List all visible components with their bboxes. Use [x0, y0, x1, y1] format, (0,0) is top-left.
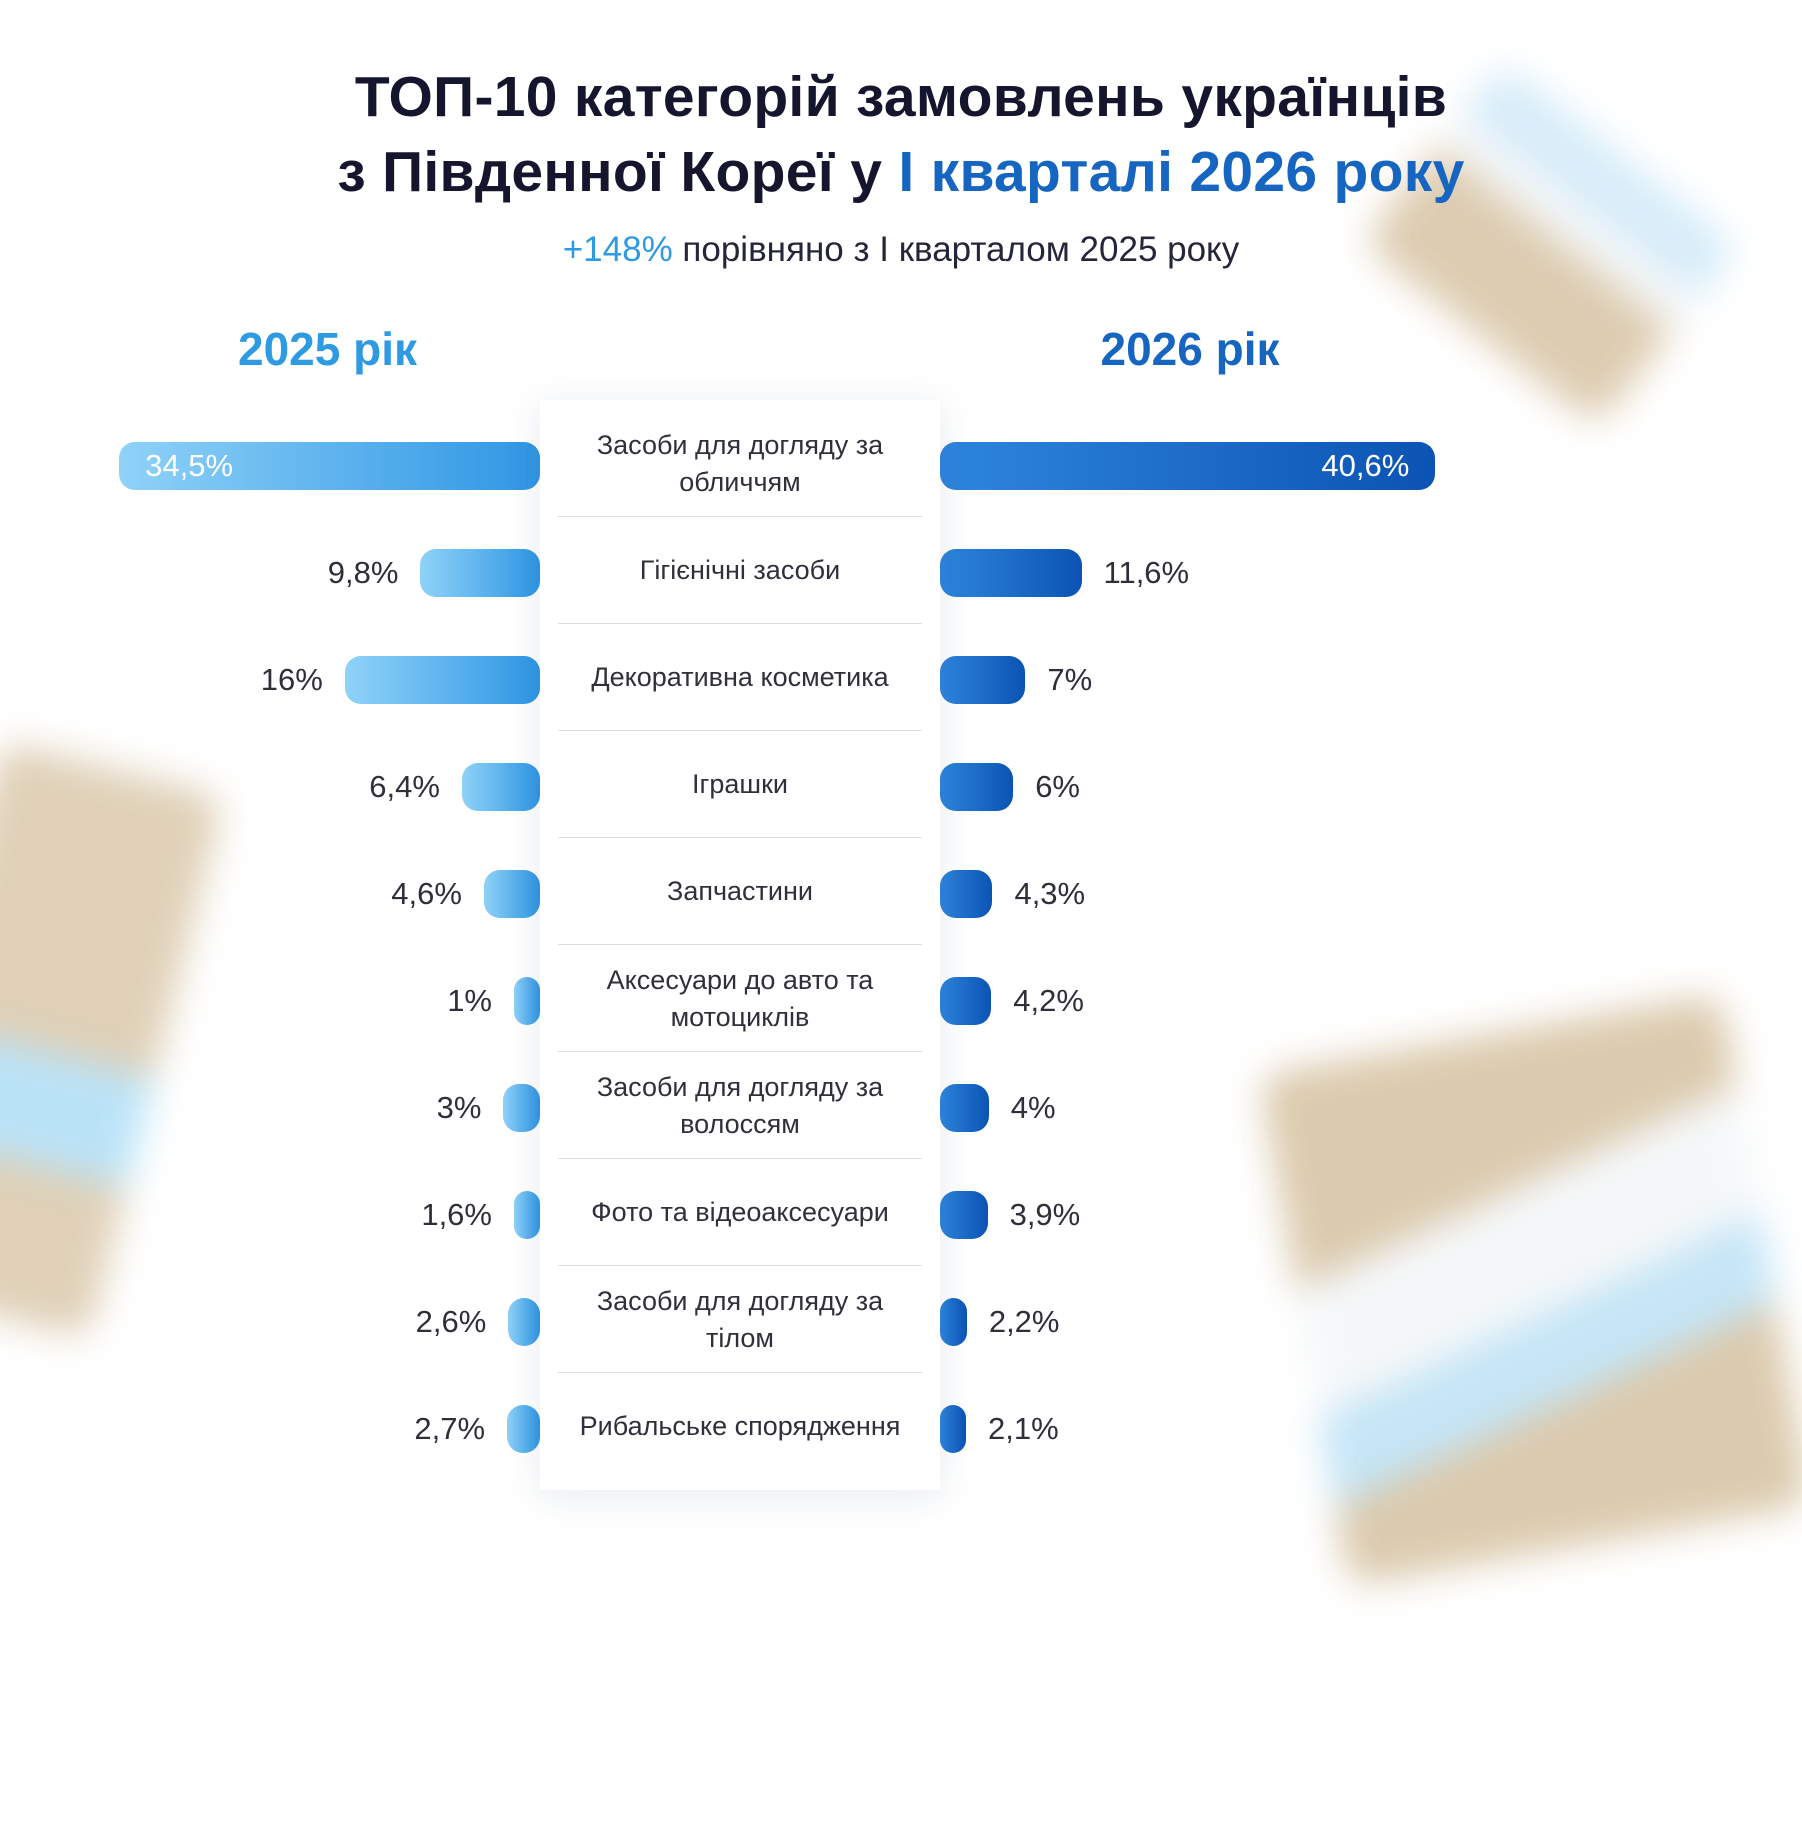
value-label-2025: 9,8%: [327, 554, 399, 590]
value-label-2025: 34,5%: [145, 447, 234, 483]
value-label-2026: 3,9%: [1009, 1196, 1081, 1232]
bar-2025: 34,5%: [119, 441, 540, 490]
bar-2025: [514, 1190, 540, 1239]
category-label: Декоративна косметика: [540, 624, 940, 731]
bar-2026: [940, 1083, 989, 1132]
column-header-2026: 2026 рік: [1100, 323, 1280, 375]
category-label: Засоби для догляду за волоссям: [540, 1052, 940, 1159]
value-label-2026: 4,2%: [1013, 982, 1084, 1018]
category-label: Засоби для догляду за тілом: [540, 1266, 940, 1373]
value-label-2026: 2,1%: [988, 1410, 1059, 1446]
category-label: Іграшки: [540, 731, 940, 838]
value-label-2025: 3%: [436, 1089, 482, 1125]
bar-2026: [940, 548, 1082, 597]
bar-2026: 40,6%: [940, 441, 1436, 490]
bar-row: 6,4% 6%: [115, 733, 1440, 840]
bar-2025: [483, 869, 540, 918]
bar-row: 1% 4,2%: [115, 947, 1440, 1054]
value-label-2025: 16%: [260, 661, 323, 697]
title-line1: ТОП-10 категорій замовлень українців: [354, 65, 1448, 129]
bar-row: 2,6% 2,2%: [115, 1268, 1440, 1375]
category-label: Запчастини: [540, 838, 940, 945]
header: ТОП-10 категорій замовлень українців з П…: [0, 0, 1802, 270]
bar-row: 34,5% 40,6%: [115, 412, 1440, 519]
subtitle: +148% порівняно з І кварталом 2025 року: [0, 230, 1802, 270]
bar-row: 16% 7%: [115, 626, 1440, 733]
value-label-2025: 2,7%: [414, 1410, 486, 1446]
value-label-2026: 40,6%: [1321, 447, 1410, 483]
bar-2025: [508, 1297, 540, 1346]
bar-2025: [514, 976, 540, 1025]
value-label-2025: 1%: [447, 982, 492, 1018]
bar-2026: [940, 869, 993, 918]
value-label-2026: 2,2%: [988, 1303, 1060, 1339]
bar-row: 3% 4%: [115, 1054, 1440, 1161]
bar-row: 9,8% 11,6%: [115, 519, 1440, 626]
page-title: ТОП-10 категорій замовлень українців з П…: [0, 60, 1802, 210]
bar-2026: [940, 1404, 966, 1453]
value-label-2026: 7%: [1047, 661, 1093, 697]
bar-2025: [507, 1404, 540, 1453]
bar-row: 1,6% 3,9%: [115, 1161, 1440, 1268]
bar-2025: [420, 548, 540, 597]
bar-2026: [940, 976, 992, 1025]
value-label-2026: 6%: [1035, 768, 1080, 804]
value-label-2026: 4,3%: [1014, 875, 1086, 911]
bar-2025: [503, 1083, 540, 1132]
category-label: Засоби для догляду за обличчям: [540, 410, 940, 517]
bar-row: 4,6% 4,3%: [115, 840, 1440, 947]
bar-2026: [940, 1297, 967, 1346]
bar-2026: [940, 762, 1014, 811]
category-label: Гігієнічні засоби: [540, 517, 940, 624]
value-label-2025: 2,6%: [415, 1303, 487, 1339]
title-line2-dark: з Південної Кореї у: [337, 140, 899, 205]
category-panel: Засоби для догляду за обличчям Гігієнічні…: [540, 400, 940, 1490]
bar-2026: [940, 1190, 988, 1239]
value-label-2025: 6,4%: [369, 768, 440, 804]
value-label-2025: 4,6%: [391, 875, 462, 911]
bar-2025: [461, 762, 540, 811]
bar-row: 2,7% 2,1%: [115, 1375, 1440, 1482]
subtitle-accent: +148%: [562, 230, 673, 270]
value-label-2026: 4%: [1010, 1089, 1056, 1125]
value-label-2026: 11,6%: [1103, 554, 1190, 590]
subtitle-rest: порівняно з І кварталом 2025 року: [672, 230, 1240, 270]
bar-2026: [940, 655, 1026, 704]
column-header-2025: 2025 рік: [237, 323, 417, 375]
chart-rows: 34,5% 40,6% 9,8% 11,6% 16% 7% 6,4% 6% 4,6% 4,3% 1%…: [115, 412, 1440, 1482]
value-label-2025: 1,6%: [421, 1196, 492, 1232]
bar-2025: [344, 655, 540, 704]
category-label: Фото та відеоаксесуари: [540, 1159, 940, 1266]
category-label: Аксесуари до авто та мотоциклів: [540, 945, 940, 1052]
title-line2-accent: І кварталі 2026 року: [898, 140, 1465, 205]
category-label: Рибальське спорядження: [579, 1411, 901, 1442]
